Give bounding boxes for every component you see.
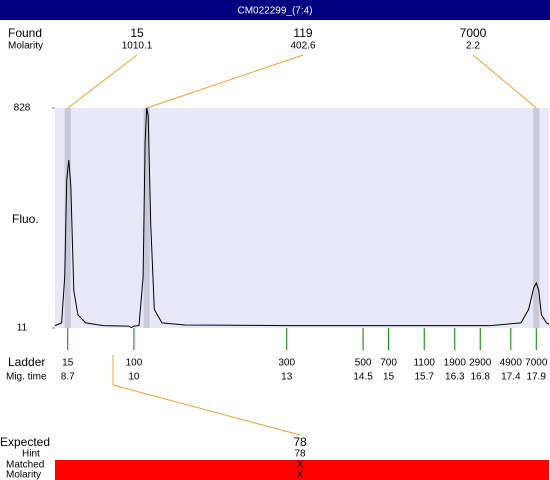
y-tick-label: 828 (14, 103, 31, 114)
expected-molarity-value: X (297, 470, 304, 480)
hint-value: 78 (294, 449, 306, 460)
found-label: Found (8, 26, 42, 40)
ladder-size: 2900 (469, 358, 492, 369)
ladder-size: 500 (355, 358, 372, 369)
matched-value: X (297, 460, 304, 471)
found-size: 119 (293, 26, 312, 40)
expected-label: Expected (0, 435, 50, 449)
found-molarity: 1010.1 (122, 41, 153, 52)
expected-connector (112, 355, 301, 436)
peak-connector (472, 54, 537, 109)
molarity-label: Molarity (8, 41, 43, 52)
trace (54, 107, 550, 329)
ladder-size: 100 (126, 358, 143, 369)
found-molarity: 2.2 (466, 41, 480, 52)
ladder-size: 7000 (525, 358, 548, 369)
title-bar (0, 0, 550, 20)
ladder-size: 700 (380, 358, 397, 369)
hint-label: Hint (22, 449, 40, 460)
ladder-size: 1100 (413, 358, 435, 369)
plot-area (55, 108, 549, 328)
y-tick-label: 11 (17, 323, 28, 334)
ladder-time: 16.3 (445, 372, 465, 383)
peak-connector (146, 54, 304, 109)
found-size: 7000 (460, 26, 487, 40)
ladder-time: 15.7 (414, 372, 434, 383)
ladder-time: 8.7 (61, 372, 75, 383)
ladder-size: 15 (62, 358, 74, 369)
ladder-size: 1900 (444, 358, 467, 369)
ladder-size: 4900 (500, 358, 523, 369)
matched-label: Matched (6, 460, 44, 471)
found-molarity: 402.6 (290, 41, 315, 52)
mig-time-label: Mig. time (6, 372, 47, 383)
peak-band (64, 108, 71, 328)
ladder-time: 13 (281, 372, 293, 383)
title: CM022299_(7:4) (237, 6, 312, 17)
ladder-time: 17.4 (501, 372, 521, 383)
ladder-time: 10 (128, 372, 140, 383)
ladder-label: Ladder (8, 355, 45, 369)
peak-band (143, 108, 150, 328)
ladder-time: 14.5 (353, 372, 373, 383)
matched-bar (55, 460, 549, 480)
peak-band (533, 108, 540, 328)
found-size: 15 (130, 26, 144, 40)
expected-value: 78 (293, 435, 307, 449)
ladder-time: 15 (383, 372, 395, 383)
ladder-time: 17.9 (527, 372, 547, 383)
expected-molarity-label: Molarity (6, 470, 41, 480)
ladder-time: 16.8 (471, 372, 491, 383)
peak-connector (67, 54, 138, 109)
ladder-size: 300 (278, 358, 295, 369)
y-axis-label: Fluo. (12, 212, 39, 226)
